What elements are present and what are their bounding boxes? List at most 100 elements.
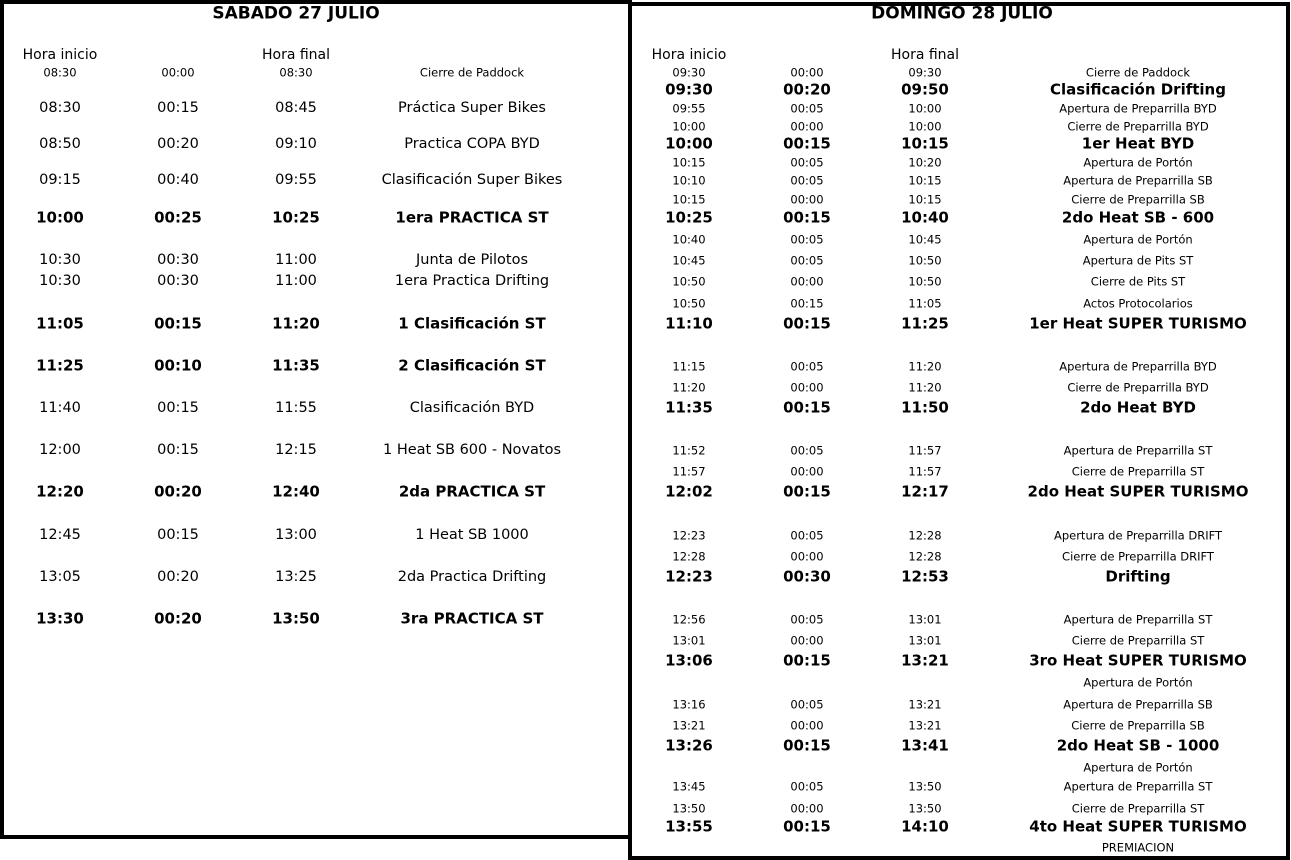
end-cell: 10:00 <box>908 119 942 134</box>
start-cell: 11:20 <box>672 380 706 395</box>
duration-cell: 00:05 <box>790 697 824 712</box>
header-start: Hora inicio <box>651 47 727 63</box>
duration-cell: 00:15 <box>157 399 199 416</box>
start-cell: 13:55 <box>665 817 713 836</box>
start-cell: 11:35 <box>665 398 713 417</box>
activity-cell: 2do Heat SB - 1000 <box>1056 736 1220 755</box>
header-start: Hora inicio <box>22 47 98 63</box>
end-cell: 10:15 <box>901 134 949 153</box>
duration-cell: 00:20 <box>154 482 202 501</box>
activity-cell: Clasificación Drifting <box>1050 80 1226 99</box>
duration-cell: 00:15 <box>783 736 831 755</box>
start-cell: 13:05 <box>39 568 81 585</box>
duration-cell: 00:10 <box>154 356 202 375</box>
start-cell: 08:30 <box>39 99 81 116</box>
duration-cell: 00:15 <box>783 651 831 670</box>
end-cell: 13:21 <box>908 697 942 712</box>
duration-cell: 00:15 <box>783 398 831 417</box>
end-cell: 13:50 <box>272 609 320 628</box>
start-cell: 11:25 <box>36 356 84 375</box>
activity-cell: 3ra PRACTICA ST <box>400 609 544 628</box>
activity-cell: Junta de Pilotos <box>415 251 529 268</box>
start-cell: 13:06 <box>665 651 713 670</box>
activity-cell: Cierre de Preparrilla ST <box>1071 801 1205 816</box>
duration-cell: 00:15 <box>154 314 202 333</box>
duration-cell: 00:05 <box>790 779 824 794</box>
activity-cell: Drifting <box>1105 567 1171 586</box>
end-cell: 11:57 <box>908 443 942 458</box>
end-cell: 09:50 <box>901 80 949 99</box>
end-cell: 13:21 <box>901 651 949 670</box>
start-cell: 12:02 <box>665 482 713 501</box>
start-cell: 13:45 <box>672 779 706 794</box>
start-cell: 10:30 <box>39 272 81 289</box>
activity-cell: Cierre de Preparrilla DRIFT <box>1062 549 1214 564</box>
end-cell: 11:50 <box>901 398 949 417</box>
start-cell: 08:30 <box>43 65 77 80</box>
end-cell: 13:50 <box>908 801 942 816</box>
end-cell: 11:20 <box>908 380 942 395</box>
duration-cell: 00:15 <box>783 134 831 153</box>
end-cell: 12:28 <box>908 549 942 564</box>
start-cell: 11:05 <box>36 314 84 333</box>
activity-cell: 3ro Heat SUPER TURISMO <box>1029 651 1247 670</box>
end-cell: 12:53 <box>901 567 949 586</box>
start-cell: 12:28 <box>672 549 706 564</box>
duration-cell: 00:05 <box>790 155 824 170</box>
activity-cell: Actos Protocolarios <box>1083 296 1193 311</box>
duration-cell: 00:05 <box>790 443 824 458</box>
day-title: DOMINGO 28 JULIO <box>871 3 1053 24</box>
end-cell: 10:50 <box>908 253 942 268</box>
activity-cell: Cierre de Paddock <box>419 65 525 80</box>
end-cell: 08:45 <box>275 99 317 116</box>
activity-cell: Apertura de Preparrilla BYD <box>1059 359 1217 374</box>
activity-cell: Apertura de Portón <box>1083 155 1193 170</box>
activity-cell: Practica COPA BYD <box>404 135 540 152</box>
start-cell: 12:23 <box>672 528 706 543</box>
start-cell: 11:15 <box>672 359 706 374</box>
duration-cell: 00:30 <box>783 567 831 586</box>
start-cell: 11:10 <box>665 314 713 333</box>
start-cell: 13:16 <box>672 697 706 712</box>
start-cell: 09:30 <box>665 80 713 99</box>
start-cell: 10:25 <box>665 208 713 227</box>
activity-cell: Apertura de Pits ST <box>1082 253 1194 268</box>
start-cell: 11:52 <box>672 443 706 458</box>
activity-cell: Cierre de Preparrilla ST <box>1071 464 1205 479</box>
duration-cell: 00:05 <box>790 612 824 627</box>
start-cell: 13:21 <box>672 718 706 733</box>
duration-cell: 00:00 <box>790 380 824 395</box>
sunday-panel <box>628 2 1290 860</box>
end-cell: 11:25 <box>901 314 949 333</box>
end-cell: 09:55 <box>275 171 317 188</box>
duration-cell: 00:05 <box>790 253 824 268</box>
start-cell: 13:26 <box>665 736 713 755</box>
duration-cell: 00:00 <box>161 65 195 80</box>
activity-cell: Práctica Super Bikes <box>398 99 546 116</box>
activity-cell: 1era PRACTICA ST <box>395 208 549 227</box>
activity-cell: 4to Heat SUPER TURISMO <box>1029 817 1247 836</box>
activity-cell: Apertura de Preparrilla ST <box>1063 779 1213 794</box>
activity-cell: 2do Heat SB - 600 <box>1061 208 1215 227</box>
start-cell: 12:00 <box>39 441 81 458</box>
start-cell: 08:50 <box>39 135 81 152</box>
start-cell: 09:55 <box>672 101 706 116</box>
end-cell: 13:50 <box>908 779 942 794</box>
activity-cell: PREMIACION <box>1101 840 1175 855</box>
start-cell: 10:00 <box>36 208 84 227</box>
end-cell: 13:01 <box>908 612 942 627</box>
saturday-panel <box>0 0 632 839</box>
duration-cell: 00:00 <box>790 549 824 564</box>
start-cell: 09:15 <box>39 171 81 188</box>
duration-cell: 00:00 <box>790 65 824 80</box>
activity-cell: 2do Heat BYD <box>1080 398 1196 417</box>
end-cell: 13:01 <box>908 633 942 648</box>
duration-cell: 00:00 <box>790 801 824 816</box>
duration-cell: 00:15 <box>783 482 831 501</box>
duration-cell: 00:15 <box>783 817 831 836</box>
end-cell: 11:00 <box>275 272 317 289</box>
activity-cell: 1 Heat SB 600 - Novatos <box>382 441 562 458</box>
duration-cell: 00:00 <box>790 718 824 733</box>
activity-cell: Cierre de Pits ST <box>1090 274 1186 289</box>
activity-cell: 2da Practica Drifting <box>397 568 547 585</box>
